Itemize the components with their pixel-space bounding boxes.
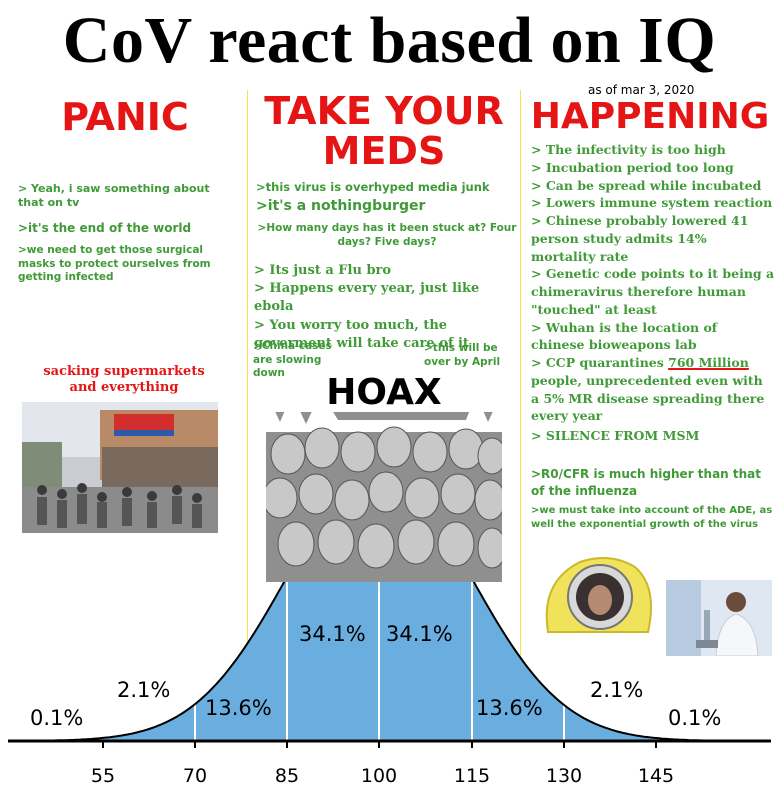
meds-quotes-serif: > Its just a Flu bro > Happens every yea… — [254, 262, 516, 353]
quarantine-number: 760 Million — [668, 355, 749, 370]
tick-label-55: 55 — [90, 765, 116, 787]
heading-take-your-meds: TAKE YOUR MEDS — [248, 89, 520, 173]
panic-quote: >it's the end of the world — [18, 220, 192, 235]
supermarket-crowd-photo — [22, 402, 218, 533]
meds-quote: > You worry too much, the goverment will… — [254, 317, 469, 351]
tick-label-130: 130 — [545, 765, 583, 787]
tick-label-100: 100 — [360, 765, 398, 787]
scientist-lab-image — [666, 580, 772, 656]
meds-quote: >this virus is overhyped media junk — [256, 180, 490, 194]
divider-right — [520, 90, 521, 742]
meds-quote: >this will be over by April — [424, 342, 501, 368]
hoax-label: HOAX — [326, 372, 442, 413]
happening-quote: > Chinese probably lowered 41 person stu… — [531, 213, 749, 264]
happening-quote: > Genetic code points to it being a chim… — [531, 266, 775, 317]
meds-quotes: >this virus is overhyped media junk >it'… — [256, 180, 518, 249]
pct-label-center-left: 34.1% — [299, 622, 366, 646]
heading-meds-line1: TAKE YOUR — [264, 89, 504, 133]
happening-quote: >R0/CFR is much higher than that of the … — [531, 467, 761, 498]
happening-quote: > SILENCE FROM MSM — [531, 428, 700, 443]
pct-label-far-right: 0.1% — [668, 706, 722, 730]
panic-quote: >we need to get those surgical masks to … — [18, 244, 211, 284]
bell-fill — [8, 471, 771, 741]
npc-crowd-image — [266, 392, 502, 582]
meds-quote: >it's a nothingburger — [256, 198, 426, 214]
heading-panic: PANIC — [61, 95, 189, 139]
meds-quote: > Its just a Flu bro — [254, 263, 392, 278]
pct-label-right-13: 13.6% — [476, 696, 543, 720]
panic-quote: > Yeah, i saw something about that on tv — [18, 182, 210, 210]
x-tick-marks — [102, 741, 657, 748]
pct-label-far-left: 0.1% — [30, 706, 84, 730]
meds-quote: >China cases are slowing down — [253, 340, 332, 380]
meds-quote: >How many days has it been stuck at? Fou… — [257, 222, 517, 248]
happening-quote: > Wuhan is the location of chinese biowe… — [531, 319, 718, 353]
pct-label-left-13: 13.6% — [205, 696, 272, 720]
happening-quote: >we must take into account of the ADE, a… — [531, 505, 773, 530]
panic-quotes: > Yeah, i saw something about that on tv… — [18, 182, 233, 288]
heading-meds-line2: MEDS — [322, 128, 446, 173]
pct-label-center-right: 34.1% — [386, 622, 453, 646]
tick-label-145: 145 — [637, 765, 675, 787]
happening-quote: > CCP quarantines 760 Million people, un… — [531, 354, 775, 425]
divider-left — [247, 90, 248, 742]
date-note: as of mar 3, 2020 — [588, 83, 695, 97]
pct-label-right-2: 2.1% — [590, 678, 644, 702]
tick-label-85: 85 — [274, 765, 300, 787]
pct-label-left-2: 2.1% — [117, 678, 171, 702]
tick-label-70: 70 — [182, 765, 208, 787]
astronaut-helmet-image — [545, 557, 652, 633]
happening-quote-part: > CCP quarantines — [531, 355, 669, 370]
panic-caption: sacking supermarkets and everything — [43, 364, 205, 396]
happening-quote: > Lowers immune system reaction — [531, 195, 773, 211]
happening-quote: > Can be spread while incubated — [531, 177, 762, 193]
happening-quote: > Incubation period too long — [531, 159, 734, 175]
happening-quote: > The infectivity is too high — [531, 142, 726, 157]
happening-quote-part: people, unprecedented even with a 5% MR … — [531, 372, 765, 424]
heading-happening: HAPPENING — [530, 96, 770, 137]
meds-quote: > Happens every year, just like ebola — [254, 281, 480, 315]
page-title: CoV react based on IQ — [62, 4, 717, 77]
happening-quotes: > The infectivity is too high > Incubati… — [531, 141, 775, 445]
tick-label-115: 115 — [453, 765, 491, 787]
